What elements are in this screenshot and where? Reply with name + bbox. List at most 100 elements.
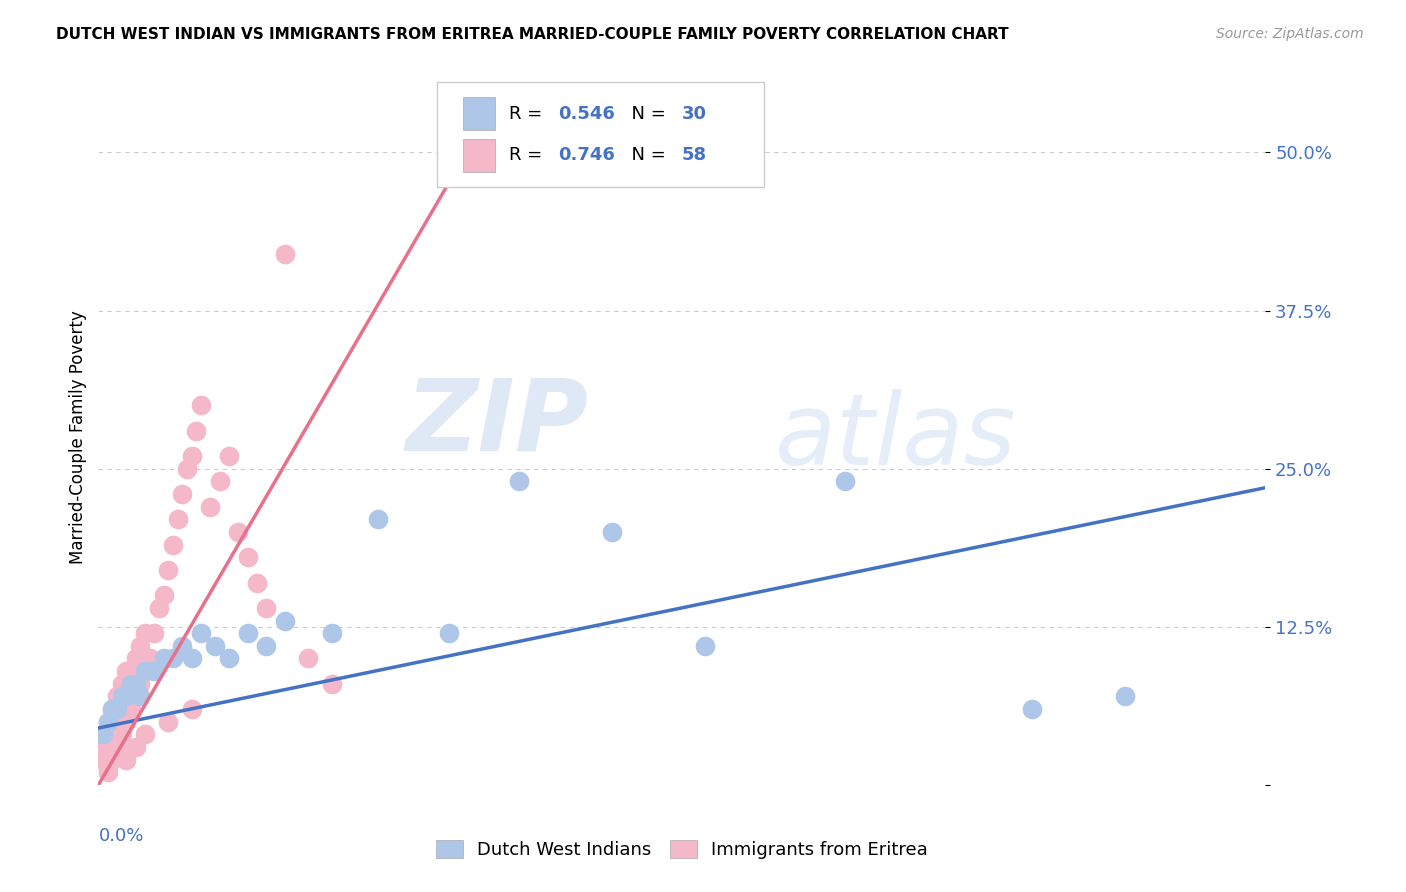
- Text: atlas: atlas: [775, 389, 1017, 485]
- Point: [190, 399, 212, 413]
- Point: [105, 739, 128, 754]
- Point: [134, 664, 156, 678]
- Point: [321, 626, 343, 640]
- Text: Source: ZipAtlas.com: Source: ZipAtlas.com: [1216, 27, 1364, 41]
- Point: [97, 753, 120, 767]
- Point: [695, 639, 717, 653]
- Point: [105, 727, 128, 741]
- Y-axis label: Married-Couple Family Poverty: Married-Couple Family Poverty: [69, 310, 87, 564]
- Point: [115, 664, 138, 678]
- Point: [139, 651, 162, 665]
- Point: [91, 753, 114, 767]
- Point: [218, 449, 240, 463]
- Point: [120, 677, 142, 691]
- Point: [297, 651, 319, 665]
- Point: [157, 563, 180, 577]
- Point: [125, 739, 148, 754]
- Point: [600, 524, 623, 539]
- Point: [143, 664, 166, 678]
- Point: [218, 651, 240, 665]
- Point: [125, 677, 148, 691]
- Point: [157, 714, 180, 729]
- FancyBboxPatch shape: [437, 82, 763, 186]
- Point: [166, 512, 188, 526]
- Point: [101, 702, 124, 716]
- Point: [437, 626, 460, 640]
- Point: [120, 677, 142, 691]
- Point: [111, 702, 134, 716]
- Point: [111, 677, 134, 691]
- Text: 58: 58: [682, 146, 707, 164]
- FancyBboxPatch shape: [463, 138, 495, 172]
- Point: [367, 512, 389, 526]
- Point: [172, 487, 194, 501]
- Text: N =: N =: [620, 146, 672, 164]
- Point: [200, 500, 222, 514]
- Point: [115, 690, 138, 704]
- Point: [91, 727, 114, 741]
- Text: 0.546: 0.546: [558, 104, 614, 122]
- Point: [101, 753, 124, 767]
- Point: [236, 626, 259, 640]
- Point: [101, 739, 124, 754]
- Point: [115, 714, 138, 729]
- Text: N =: N =: [620, 104, 672, 122]
- Point: [148, 600, 170, 615]
- Point: [256, 600, 278, 615]
- Point: [134, 664, 156, 678]
- Text: DUTCH WEST INDIAN VS IMMIGRANTS FROM ERITREA MARRIED-COUPLE FAMILY POVERTY CORRE: DUTCH WEST INDIAN VS IMMIGRANTS FROM ERI…: [56, 27, 1010, 42]
- Point: [97, 765, 120, 780]
- Point: [115, 690, 138, 704]
- Text: ZIP: ZIP: [405, 375, 589, 472]
- Point: [105, 702, 128, 716]
- Point: [129, 677, 152, 691]
- FancyBboxPatch shape: [463, 97, 495, 130]
- Text: R =: R =: [509, 104, 548, 122]
- Point: [508, 475, 530, 489]
- Point: [172, 639, 194, 653]
- Text: 0.746: 0.746: [558, 146, 614, 164]
- Point: [120, 702, 142, 716]
- Point: [180, 702, 202, 716]
- Point: [152, 588, 174, 602]
- Point: [1114, 690, 1136, 704]
- Point: [134, 626, 156, 640]
- Point: [274, 614, 297, 628]
- Point: [834, 475, 856, 489]
- Point: [152, 651, 174, 665]
- Point: [105, 690, 128, 704]
- Point: [129, 639, 152, 653]
- Point: [125, 651, 148, 665]
- Point: [256, 639, 278, 653]
- Point: [180, 651, 202, 665]
- Point: [101, 714, 124, 729]
- Point: [162, 651, 184, 665]
- Point: [176, 461, 198, 475]
- Point: [97, 714, 120, 729]
- Legend: Dutch West Indians, Immigrants from Eritrea: Dutch West Indians, Immigrants from Erit…: [429, 832, 935, 866]
- Text: 30: 30: [682, 104, 707, 122]
- Point: [129, 690, 152, 704]
- Point: [321, 677, 343, 691]
- Point: [236, 550, 259, 565]
- Point: [228, 524, 250, 539]
- Point: [111, 727, 134, 741]
- Point: [180, 449, 202, 463]
- Point: [143, 626, 166, 640]
- Point: [97, 727, 120, 741]
- Point: [208, 475, 231, 489]
- Point: [97, 714, 120, 729]
- Point: [97, 739, 120, 754]
- Point: [101, 702, 124, 716]
- Point: [1021, 702, 1043, 716]
- Point: [186, 424, 208, 438]
- Point: [204, 639, 226, 653]
- Point: [111, 690, 134, 704]
- Point: [91, 739, 114, 754]
- Point: [91, 727, 114, 741]
- Text: 0.0%: 0.0%: [98, 827, 143, 845]
- Point: [101, 727, 124, 741]
- Point: [115, 753, 138, 767]
- Point: [134, 727, 156, 741]
- Point: [105, 714, 128, 729]
